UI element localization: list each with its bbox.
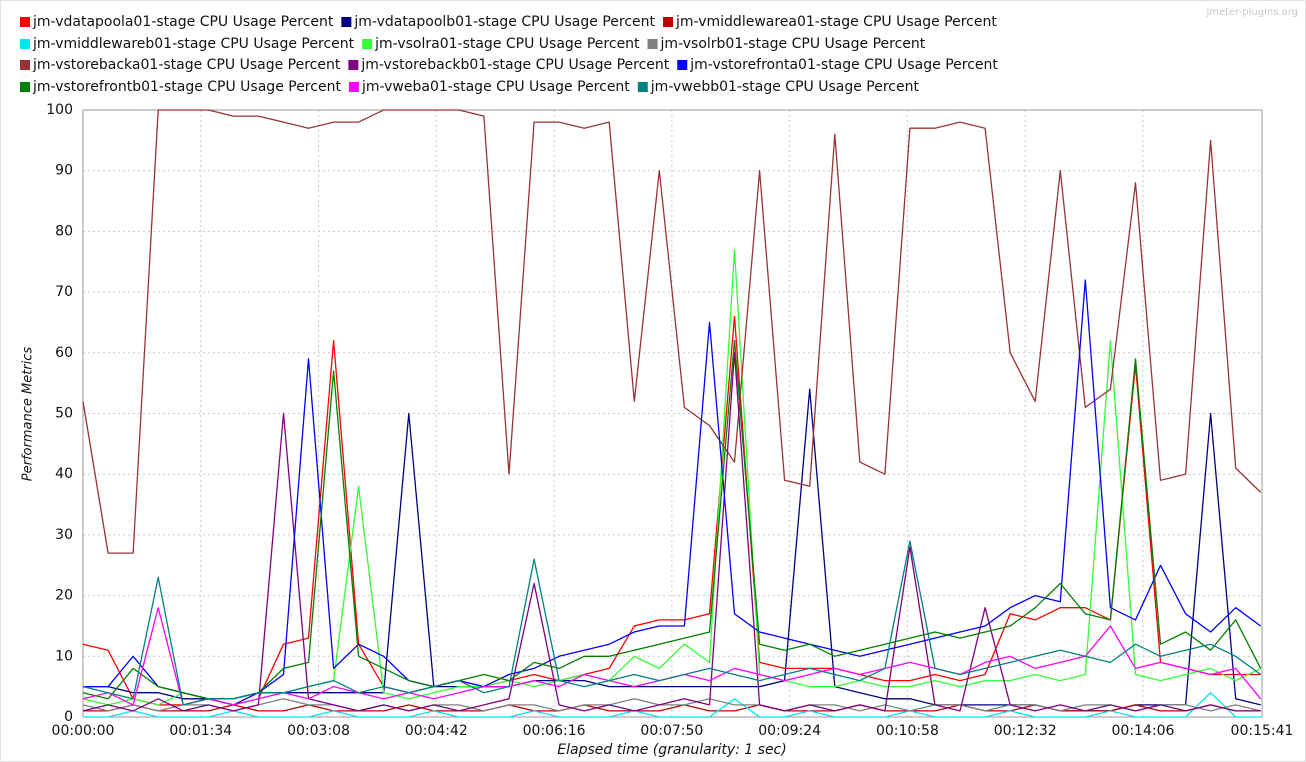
legend-label: jm-vstorebackb01-stage CPU Usage Percent [360,57,669,73]
y-tick-label: 90 [55,163,73,179]
legend-swatch [663,17,674,27]
y-tick-label: 0 [64,709,73,725]
legend-label: jm-vmiddlewarea01-stage CPU Usage Percen… [675,14,997,30]
legend-label: jm-vsolra01-stage CPU Usage Percent [374,36,640,52]
legend-swatch [362,39,373,49]
watermark: jmeter-plugins.org [1205,7,1298,18]
series-line [82,109,1262,554]
series-line [83,279,1262,706]
series-line [82,352,1261,712]
x-tick-label: 00:15:41 [1231,723,1294,739]
x-tick-label: 00:04:42 [405,723,468,739]
x-tick-label: 00:14:06 [1112,723,1175,739]
y-tick-label: 10 [55,648,73,664]
x-tick-label: 00:07:50 [640,723,703,739]
legend-swatch [20,17,30,27]
x-tick-label: 00:00:00 [52,723,115,739]
series-line [82,540,1262,706]
x-tick-label: 00:06:16 [523,723,586,739]
x-tick-label: 00:12:32 [994,723,1057,739]
legend-swatch [348,82,359,92]
legend-swatch [20,82,30,92]
series-line [82,315,1261,706]
legend-label: jm-vdatapoolb01-stage CPU Usage Percent [353,14,655,30]
legend-label: jm-vmiddlewareb01-stage CPU Usage Percen… [32,36,355,52]
legend-swatch [20,39,30,49]
legend-label: jm-vstorefronta01-stage CPU Usage Percen… [689,57,998,73]
y-tick-label: 100 [46,102,73,118]
x-tick-label: 00:10:58 [876,723,939,739]
x-tick-label: 00:09:24 [758,723,821,739]
series-line [82,340,1262,700]
x-axis-label: Elapsed time (granularity: 1 sec) [557,742,786,758]
legend-swatch [348,60,359,70]
legend-label: jm-vstorefrontb01-stage CPU Usage Percen… [32,79,341,95]
y-tick-label: 20 [55,588,73,604]
legend-label: jm-vdatapoola01-stage CPU Usage Percent [32,14,334,30]
legend-label: jm-vwebb01-stage CPU Usage Percent [650,79,920,95]
legend-swatch [677,60,688,70]
y-tick-label: 80 [55,223,73,239]
legend-label: jm-vsolrb01-stage CPU Usage Percent [660,36,926,52]
y-tick-label: 60 [55,345,73,361]
series-line [82,698,1261,712]
y-tick-label: 70 [55,284,73,300]
x-tick-label: 00:03:08 [287,723,350,739]
y-tick-label: 40 [55,466,73,482]
legend-swatch [20,60,30,70]
legend-swatch [341,17,352,27]
legend-swatch [637,82,648,92]
y-axis-label: Performance Metrics [21,347,36,482]
y-tick-label: 30 [55,527,73,543]
legend-swatch [647,39,658,49]
legend-label: jm-vweba01-stage CPU Usage Percent [361,79,630,95]
series-line [83,692,1261,718]
series-line [83,704,1261,712]
legend-label: jm-vstorebacka01-stage CPU Usage Percent [32,57,341,73]
x-tick-label: 00:01:34 [169,723,232,739]
y-tick-label: 50 [55,406,73,422]
